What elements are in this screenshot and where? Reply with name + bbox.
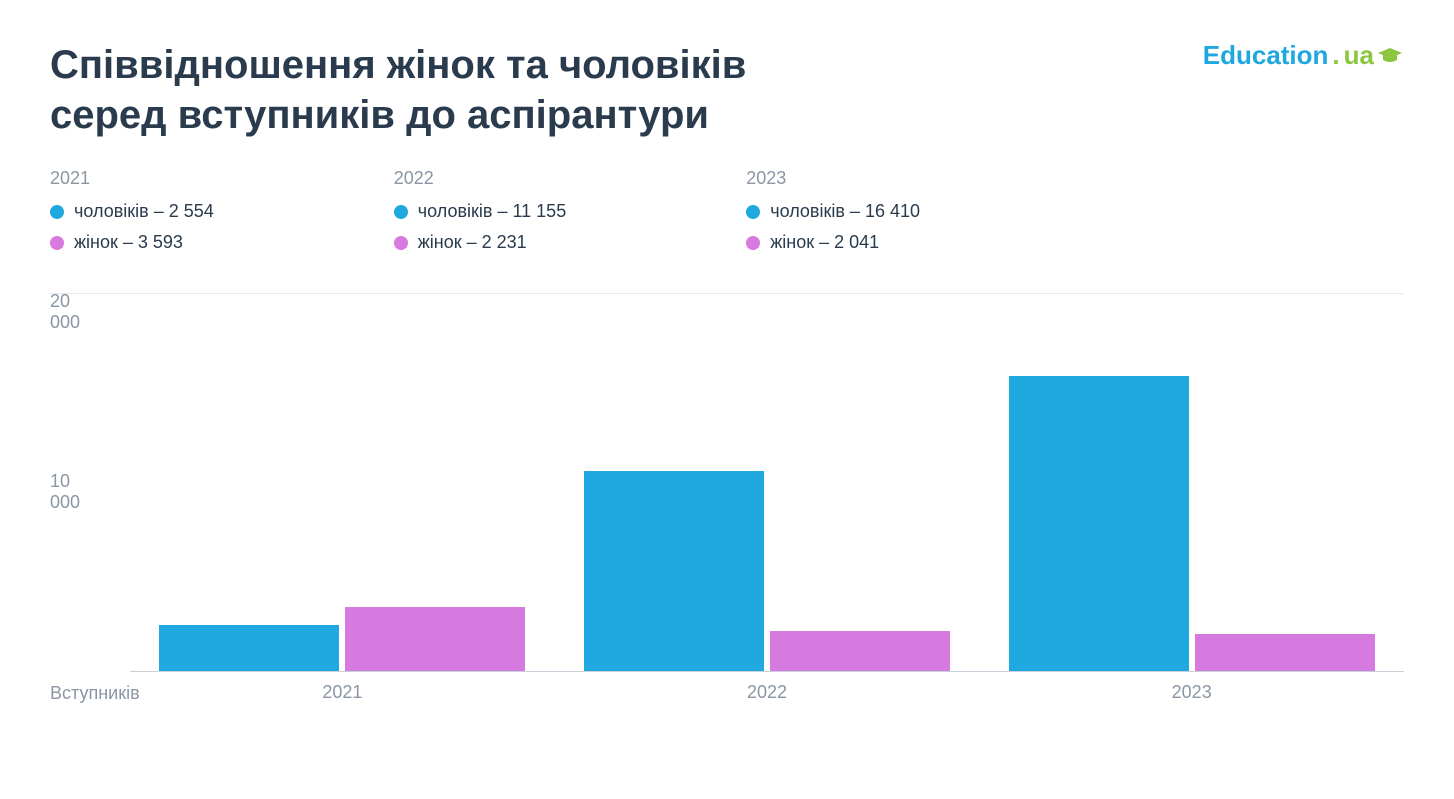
legend-col-2021: 2021 чоловіків – 2 554 жінок – 3 593: [50, 168, 214, 253]
chart-title: Співвідношення жінок та чоловіків серед …: [50, 40, 746, 140]
legend-col-2022: 2022 чоловіків – 11 155 жінок – 2 231: [394, 168, 566, 253]
legend-text-women: жінок – 3 593: [74, 232, 183, 253]
x-ticks: 202120222023: [130, 682, 1404, 703]
bar-group-2023: [979, 312, 1404, 671]
dot-women-icon: [394, 236, 408, 250]
legend-year-label: 2021: [50, 168, 214, 189]
bar-women: [1195, 634, 1375, 671]
bar-group-2021: [130, 312, 555, 671]
x-axis: 202120222023: [130, 672, 1404, 712]
bar-groups: [130, 312, 1404, 671]
legend-text-women: жінок – 2 231: [418, 232, 527, 253]
y-tick-label: 10 000: [50, 471, 80, 513]
x-tick-label: 2022: [555, 682, 980, 703]
legend-item-men: чоловіків – 11 155: [394, 201, 566, 222]
chart-area: 20 00010 000 Вступників 202120222023: [50, 312, 1404, 712]
legend-item-women: жінок – 2 041: [746, 232, 920, 253]
bar-women: [770, 631, 950, 671]
x-tick-label: 2023: [979, 682, 1404, 703]
legend-col-2023: 2023 чоловіків – 16 410 жінок – 2 041: [746, 168, 920, 253]
legend-item-women: жінок – 2 231: [394, 232, 566, 253]
legend-year-label: 2023: [746, 168, 920, 189]
bar-men: [159, 625, 339, 671]
y-tick-label: 20 000: [50, 291, 80, 333]
legend-text-men: чоловіків – 11 155: [418, 201, 566, 222]
title-line-2: серед вступників до аспірантури: [50, 93, 709, 137]
top-divider: [50, 293, 1404, 294]
bar-men: [584, 471, 764, 671]
legend-text-men: чоловіків – 2 554: [74, 201, 214, 222]
bar-men: [1009, 376, 1189, 671]
legend-item-women: жінок – 3 593: [50, 232, 214, 253]
x-axis-title: Вступників: [50, 683, 140, 704]
dot-men-icon: [746, 205, 760, 219]
bar-group-2022: [555, 312, 980, 671]
legend-item-men: чоловіків – 2 554: [50, 201, 214, 222]
legend-item-men: чоловіків – 16 410: [746, 201, 920, 222]
chart: 20 000 10 000 Вступників 202120222023: [50, 293, 1404, 712]
logo-word: Education: [1203, 40, 1329, 71]
plot-area: [130, 312, 1404, 672]
logo-suffix: ua: [1344, 40, 1374, 71]
legend-year-label: 2022: [394, 168, 566, 189]
graduation-cap-icon: [1376, 46, 1404, 66]
dot-women-icon: [746, 236, 760, 250]
legend-text-men: чоловіків – 16 410: [770, 201, 920, 222]
x-tick-label: 2021: [130, 682, 555, 703]
title-line-1: Співвідношення жінок та чоловіків: [50, 43, 746, 87]
dot-women-icon: [50, 236, 64, 250]
legend-text-women: жінок – 2 041: [770, 232, 879, 253]
logo-dot: .: [1332, 40, 1339, 71]
education-ua-logo: Education.ua: [1203, 40, 1404, 71]
bar-women: [345, 607, 525, 671]
legend-row: 2021 чоловіків – 2 554 жінок – 3 593 2022 чо…: [50, 168, 1404, 253]
header: Співвідношення жінок та чоловіків серед …: [50, 40, 1404, 140]
dot-men-icon: [50, 205, 64, 219]
dot-men-icon: [394, 205, 408, 219]
